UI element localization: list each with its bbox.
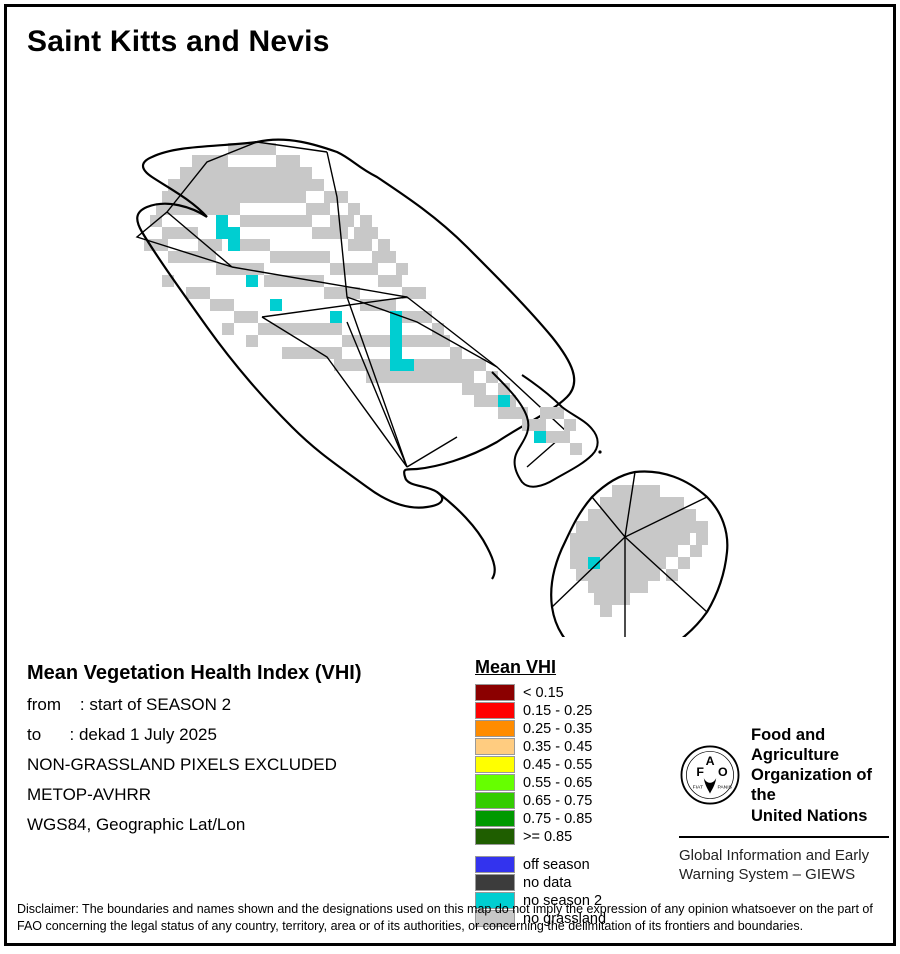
scale-title-label: Mean VHI (475, 657, 705, 678)
scale-row-2: 0.25 - 0.35 (475, 720, 705, 737)
vhi-swatch-gte085 (475, 828, 515, 845)
scale-row-6: 0.65 - 0.75 (475, 792, 705, 809)
fao-divider (679, 836, 889, 838)
nevis-grassland-pixels (570, 485, 708, 617)
svg-text:PANIS: PANIS (717, 785, 732, 791)
vhi-swatch-015-025 (475, 702, 515, 719)
vhi-swatch-065-075 (475, 792, 515, 809)
page-title: Saint Kitts and Nevis (27, 25, 330, 59)
scale-row-offseason: off season (475, 856, 705, 873)
metop-row: METOP-AVHRR (27, 785, 447, 805)
vhi-swatch-055-065 (475, 774, 515, 791)
scale-row-0: < 0.15 (475, 684, 705, 701)
legend-text-block: Mean Vegetation Health Index (VHI) from … (27, 662, 447, 845)
vhi-swatch-035-045 (475, 738, 515, 755)
small-islet-marker (598, 450, 601, 453)
off-season-swatch (475, 856, 515, 873)
non-grassland-row: NON-GRASSLAND PIXELS EXCLUDED (27, 755, 447, 775)
fao-giews-label: Global Information and Early Warning Sys… (679, 846, 889, 885)
scale-row-4: 0.45 - 0.55 (475, 756, 705, 773)
connector-no-season2-pixels (534, 431, 546, 443)
scale-row-5: 0.55 - 0.65 (475, 774, 705, 791)
vhi-swatch-025-035 (475, 720, 515, 737)
fao-logo-block: F A O FIAT PANIS Food and Agriculture Or… (679, 725, 889, 885)
vhi-title-label: Mean Vegetation Health Index (VHI) (27, 662, 447, 685)
fao-org-name: Food and Agriculture Organization of the… (751, 725, 889, 826)
from-row: from : start of SEASON 2 (27, 695, 447, 715)
scale-row-1: 0.15 - 0.25 (475, 702, 705, 719)
svg-text:A: A (706, 754, 715, 768)
svg-text:O: O (718, 766, 728, 780)
to-row: to : dekad 1 July 2025 (27, 725, 447, 745)
svg-text:FIAT: FIAT (693, 785, 703, 791)
map-area (7, 67, 896, 637)
svg-text:F: F (696, 766, 704, 780)
country-map-svg (7, 67, 896, 637)
wgs84-row: WGS84, Geographic Lat/Lon (27, 815, 447, 835)
no-data-swatch (475, 874, 515, 891)
scale-row-3: 0.35 - 0.45 (475, 738, 705, 755)
scale-row-7: 0.75 - 0.85 (475, 810, 705, 827)
vhi-swatch-045-055 (475, 756, 515, 773)
fao-emblem-icon: F A O FIAT PANIS (679, 744, 741, 806)
scale-classes-list: < 0.15 0.15 - 0.25 0.25 - 0.35 0.35 - 0.… (475, 684, 705, 927)
vhi-swatch-lt015 (475, 684, 515, 701)
scale-row-nodata: no data (475, 874, 705, 891)
color-scale-legend: Mean VHI < 0.15 0.15 - 0.25 0.25 - 0.35 … (475, 657, 705, 928)
vhi-swatch-075-085 (475, 810, 515, 827)
map-frame: Saint Kitts and Nevis (4, 4, 896, 946)
disclaimer-text: Disclaimer: The boundaries and names sho… (17, 901, 895, 935)
scale-row-8: >= 0.85 (475, 828, 705, 845)
st-kitts-grassland-pixels (144, 143, 528, 419)
